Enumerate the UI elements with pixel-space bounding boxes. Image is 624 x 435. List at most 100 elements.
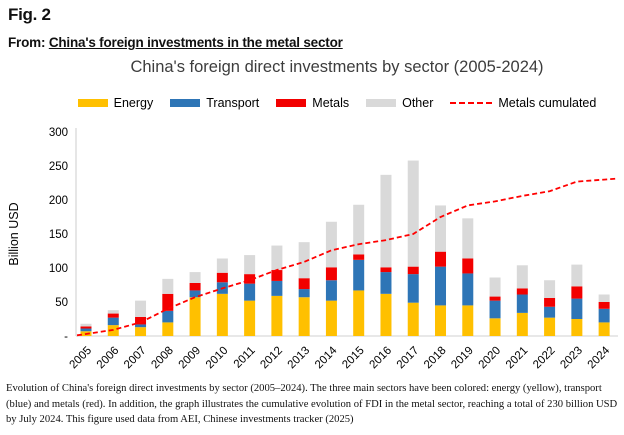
bar-2021-other bbox=[516, 265, 528, 289]
bar-2023-metals bbox=[571, 286, 583, 299]
bar-2012-transport bbox=[271, 280, 283, 296]
bar-2009-energy bbox=[189, 297, 201, 336]
bar-2008-metals bbox=[162, 293, 174, 311]
bar-2015-other bbox=[353, 204, 365, 255]
bar-2020-energy bbox=[489, 318, 501, 336]
y-tick-label: 100 bbox=[49, 263, 68, 275]
legend-label: Metals cumulated bbox=[498, 96, 597, 110]
bar-2006-metals bbox=[107, 313, 119, 318]
bar-2014-transport bbox=[325, 280, 337, 301]
bar-2012-energy bbox=[271, 295, 283, 336]
bar-2011-transport bbox=[244, 283, 256, 301]
bar-2010-metals bbox=[216, 272, 228, 283]
bar-2014-energy bbox=[325, 300, 337, 336]
bar-2022-energy bbox=[544, 317, 556, 336]
bar-2015-energy bbox=[353, 290, 365, 336]
x-tick-label-2021: 2021 bbox=[504, 345, 531, 372]
y-tick-label: - bbox=[64, 331, 68, 343]
bar-2020-other bbox=[489, 277, 501, 297]
bar-2017-energy bbox=[407, 302, 419, 336]
bar-2017-other bbox=[407, 160, 419, 267]
bar-2005-other bbox=[80, 323, 92, 327]
bar-2023-transport bbox=[571, 298, 583, 319]
x-tick-label-2009: 2009 bbox=[177, 345, 204, 372]
bar-2015-transport bbox=[353, 259, 365, 291]
bar-2016-other bbox=[380, 174, 392, 268]
bar-2018-energy bbox=[435, 305, 447, 336]
bar-2018-metals bbox=[435, 251, 447, 267]
x-tick-label-2012: 2012 bbox=[258, 345, 285, 372]
caption-line: by July 2024. This figure used data from… bbox=[6, 414, 354, 425]
legend-label: Energy bbox=[113, 96, 154, 110]
source-link[interactable]: China's foreign investments in the metal… bbox=[48, 35, 343, 50]
x-tick-label-2020: 2020 bbox=[477, 345, 504, 372]
bar-2015-metals bbox=[353, 254, 365, 260]
bar-2013-transport bbox=[298, 289, 310, 298]
x-tick-label-2010: 2010 bbox=[204, 345, 231, 372]
legend-label: Metals bbox=[312, 96, 350, 110]
y-tick-label: 250 bbox=[49, 161, 68, 173]
bar-2005-metals bbox=[80, 326, 92, 329]
bar-2007-energy bbox=[135, 327, 147, 336]
x-tick-label-2023: 2023 bbox=[558, 345, 585, 372]
source-prefix: From: bbox=[8, 35, 46, 50]
bar-2020-transport bbox=[489, 300, 501, 319]
figure-label: Fig. 2 bbox=[8, 5, 51, 24]
caption-line: (blue) and metals (red). In addition, th… bbox=[6, 398, 618, 410]
bar-2005-transport bbox=[80, 328, 92, 332]
bar-2021-transport bbox=[516, 294, 528, 313]
bar-2007-transport bbox=[135, 324, 147, 328]
x-tick-label-2018: 2018 bbox=[422, 345, 449, 372]
x-tick-label-2015: 2015 bbox=[340, 345, 367, 372]
legend-item-transport: Transport bbox=[170, 96, 259, 110]
bar-2014-other bbox=[325, 221, 337, 268]
x-tick-label-2022: 2022 bbox=[531, 345, 558, 372]
y-tick-label: 150 bbox=[49, 229, 68, 241]
bar-2018-other bbox=[435, 205, 447, 252]
bar-2024-other bbox=[598, 294, 610, 302]
transport-swatch-icon bbox=[170, 99, 201, 107]
legend-item-energy: Energy bbox=[77, 96, 154, 110]
bar-2023-energy bbox=[571, 319, 583, 336]
x-tick-label-2008: 2008 bbox=[149, 345, 176, 372]
bar-2017-transport bbox=[407, 274, 419, 303]
bar-2013-other bbox=[298, 242, 310, 279]
metals-swatch-icon bbox=[276, 99, 307, 107]
x-tick-label-2014: 2014 bbox=[313, 344, 340, 371]
bar-2019-transport bbox=[462, 273, 474, 306]
other-swatch-icon bbox=[366, 99, 397, 107]
bar-2014-metals bbox=[325, 267, 337, 281]
bar-2009-metals bbox=[189, 282, 201, 291]
bar-2008-transport bbox=[162, 310, 174, 323]
bar-2008-other bbox=[162, 278, 174, 294]
bar-2021-metals bbox=[516, 288, 528, 295]
bar-2022-transport bbox=[544, 306, 556, 318]
bar-2011-energy bbox=[244, 300, 256, 336]
metals-cumulated-line bbox=[76, 177, 618, 337]
bar-2006-other bbox=[107, 310, 119, 314]
y-tick-label: 200 bbox=[49, 195, 68, 207]
bar-2022-metals bbox=[544, 297, 556, 307]
bar-2024-metals bbox=[598, 302, 610, 309]
x-tick-label-2016: 2016 bbox=[368, 345, 395, 372]
bar-2019-energy bbox=[462, 305, 474, 336]
bar-2019-metals bbox=[462, 258, 474, 274]
bar-2008-energy bbox=[162, 322, 174, 336]
bar-2013-energy bbox=[298, 297, 310, 336]
bar-2009-transport bbox=[189, 290, 201, 298]
dashed-line-swatch-icon bbox=[450, 102, 493, 104]
bar-2006-transport bbox=[107, 317, 119, 326]
figure-source-line: From: China's foreign investments in the… bbox=[8, 35, 343, 50]
chart-title: China's foreign direct investments by se… bbox=[130, 58, 544, 76]
x-tick-label-2006: 2006 bbox=[95, 345, 122, 372]
bar-2016-metals bbox=[380, 267, 392, 273]
bar-2017-metals bbox=[407, 266, 419, 275]
x-tick-label-2011: 2011 bbox=[232, 345, 258, 371]
x-tick-label-2017: 2017 bbox=[395, 345, 422, 372]
bar-2016-transport bbox=[380, 272, 392, 294]
x-tick-label-2019: 2019 bbox=[449, 345, 476, 372]
bar-2018-transport bbox=[435, 266, 447, 306]
bar-2012-other bbox=[271, 245, 283, 271]
